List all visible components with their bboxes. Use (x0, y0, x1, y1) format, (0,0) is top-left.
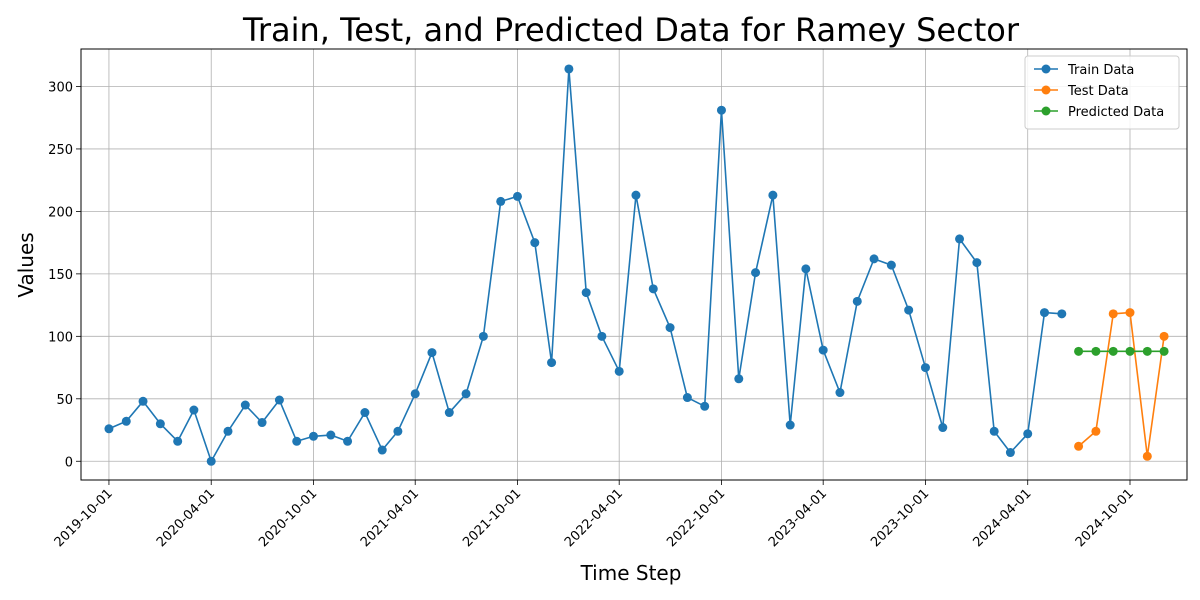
grid-lines (81, 49, 1187, 480)
train-data-point (393, 426, 403, 436)
train-data-point (1057, 309, 1067, 319)
train-data-point (665, 323, 675, 333)
train-data-point (938, 423, 948, 433)
y-tick-label: 300 (48, 80, 73, 95)
train-data-point (257, 418, 267, 428)
train-data-point (121, 416, 131, 426)
chart-title: Train, Test, and Predicted Data for Rame… (242, 11, 1020, 49)
predicted-data-point (1091, 346, 1101, 356)
train-data-point (461, 389, 471, 399)
train-data-point (801, 264, 811, 274)
train-data-point (138, 396, 148, 406)
train-data-point (189, 405, 199, 415)
legend-predicted-data-marker (1041, 106, 1051, 116)
test-data-point (1142, 451, 1152, 461)
y-tick-label: 200 (48, 205, 73, 220)
train-data-point (512, 191, 522, 201)
y-tick-label: 250 (48, 143, 73, 158)
train-data-point (751, 268, 761, 278)
train-data-point (292, 436, 302, 446)
train-data-point (1023, 429, 1033, 439)
train-data-point (1005, 448, 1015, 458)
train-data-point (377, 445, 387, 455)
train-data-point (700, 401, 710, 411)
plot-frame (80, 48, 1188, 481)
y-axis-title: Values (14, 232, 38, 297)
train-data-point (173, 436, 183, 446)
y-tick-label: 100 (48, 330, 73, 345)
legend-predicted-data-label: Predicted Data (1068, 105, 1164, 120)
train-data-point (972, 258, 982, 268)
train-data-point (631, 190, 641, 200)
train-data-point (223, 426, 233, 436)
train-data-point (206, 456, 216, 466)
train-data-point (326, 430, 336, 440)
legend-test-data-marker (1041, 85, 1051, 95)
train-data-point (904, 305, 914, 315)
train-data-point (444, 408, 454, 418)
train-data-point (818, 345, 828, 355)
train-data-point (682, 393, 692, 403)
legend: Train Data Test Data Predicted Data (1024, 55, 1180, 130)
train-data-point (530, 238, 540, 248)
train-data-point (716, 105, 726, 115)
train-data-point (852, 296, 862, 306)
train-data-point (835, 388, 845, 398)
train-data-point (869, 254, 879, 264)
train-data-point (955, 234, 965, 244)
train-data-point (410, 389, 420, 399)
test-data-point (1108, 309, 1118, 319)
legend-train-data-label: Train Data (1067, 63, 1134, 78)
x-axis-title: Time Step (580, 561, 682, 585)
train-data-point (104, 424, 114, 434)
train-data-point (496, 196, 506, 206)
train-data-point (240, 400, 250, 410)
train-data-point (648, 284, 658, 294)
predicted-data-point (1125, 346, 1135, 356)
train-data-point (308, 431, 318, 441)
train-data-point (886, 260, 896, 270)
train-data-point (920, 363, 930, 373)
train-data-point (597, 331, 607, 341)
predicted-data-series (1074, 346, 1169, 356)
train-data-point (360, 408, 370, 418)
train-data-point (478, 331, 488, 341)
predicted-data-point (1108, 346, 1118, 356)
train-data-point (614, 366, 624, 376)
test-data-point (1091, 426, 1101, 436)
train-data-point (155, 419, 165, 429)
predicted-data-point (1142, 346, 1152, 356)
y-tick-label: 50 (56, 393, 73, 408)
predicted-data-point (1074, 346, 1084, 356)
legend-test-data-label: Test Data (1067, 84, 1129, 99)
train-data-point (989, 426, 999, 436)
predicted-data-point (1159, 346, 1169, 356)
train-data-point (547, 358, 557, 368)
train-data-point (564, 64, 574, 74)
legend-train-data-marker (1041, 64, 1051, 74)
train-data-point (581, 288, 591, 298)
train-data-point (1039, 308, 1049, 318)
train-data-series (104, 64, 1067, 466)
train-data-point (734, 374, 744, 384)
train-data-point (274, 395, 284, 405)
test-data-point (1074, 441, 1084, 451)
test-data-point (1159, 331, 1169, 341)
test-data-point (1125, 308, 1135, 318)
y-axis-ticks: 0 50 100 150 200 250 300 (48, 80, 81, 470)
y-tick-label: 150 (48, 268, 73, 283)
train-data-point (785, 420, 795, 430)
train-data-point (343, 436, 353, 446)
train-data-point (768, 190, 778, 200)
legend-box (1024, 55, 1180, 130)
test-data-series (1074, 308, 1169, 461)
train-data-point (427, 348, 437, 358)
y-tick-label: 0 (65, 455, 73, 470)
series-layer (104, 64, 1169, 466)
